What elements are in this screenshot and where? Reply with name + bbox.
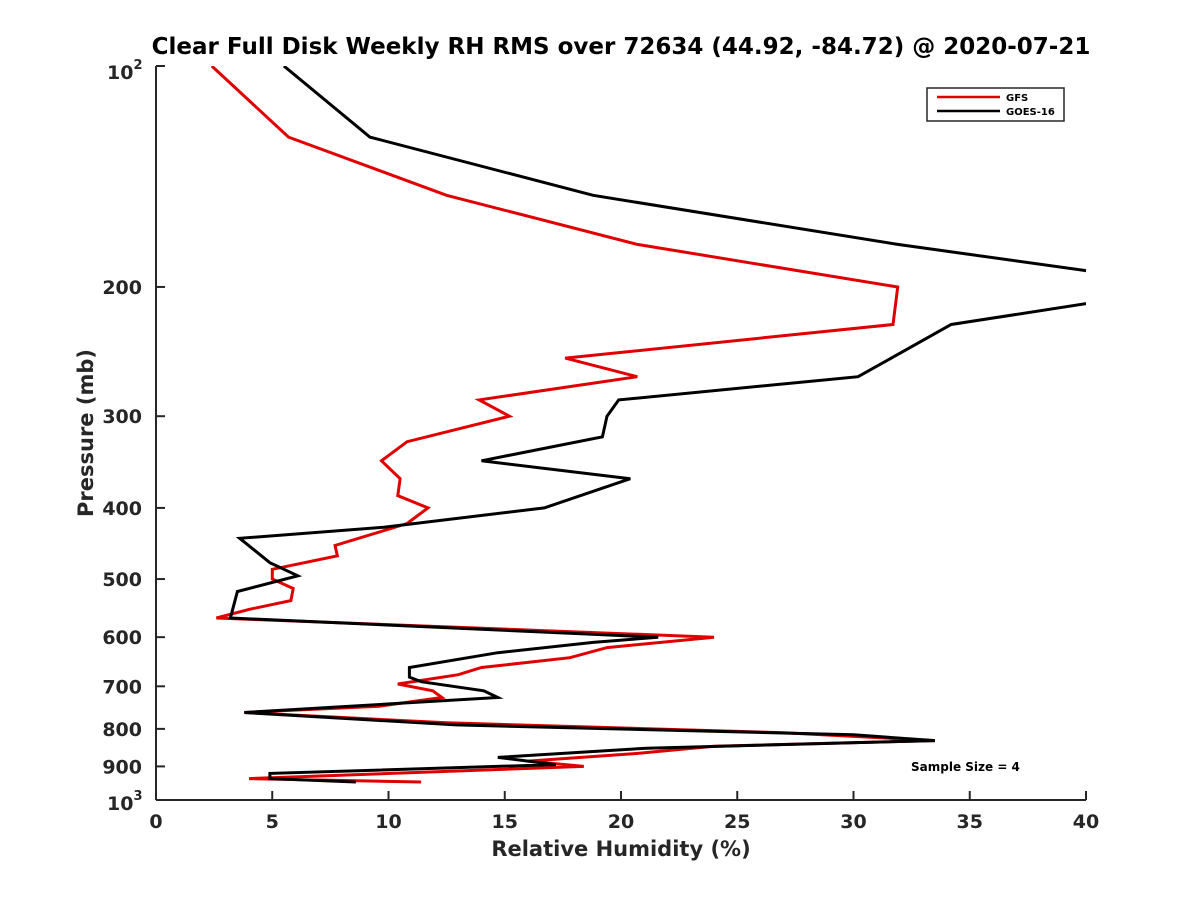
x-tick-label: 40 — [1073, 811, 1099, 833]
sample-size-annotation: Sample Size = 4 — [911, 760, 1020, 774]
y-axis-label: Pressure (mb) — [74, 349, 98, 517]
y-ticks: 200 300 400 500 600 700 800 900 — [102, 277, 165, 778]
y-tick-label-top: 102 — [107, 58, 143, 84]
x-tick-label: 20 — [608, 811, 634, 833]
x-tick-label: 30 — [840, 811, 866, 833]
x-ticks: 0 5 10 15 20 25 30 35 40 — [149, 791, 1099, 833]
y-tick-label-bottom: 103 — [107, 789, 143, 815]
y-tick-label: 800 — [102, 719, 142, 741]
y-bottom-base: 10 — [107, 793, 133, 815]
plot-area — [156, 66, 1086, 800]
series-line-goes16 — [228, 66, 1086, 784]
y-tick-label: 700 — [102, 676, 142, 698]
x-axis-label: Relative Humidity (%) — [491, 837, 750, 861]
x-tick-label: 0 — [149, 811, 162, 833]
legend: GFS GOES-16 — [926, 87, 1065, 122]
x-tick-label: 10 — [375, 811, 401, 833]
y-bottom-exponent: 3 — [133, 789, 142, 804]
y-tick-label: 200 — [102, 277, 142, 299]
legend-box — [926, 87, 1065, 122]
y-tick-label: 300 — [102, 406, 142, 428]
y-top-exponent: 2 — [133, 58, 142, 73]
x-tick-label: 15 — [492, 811, 518, 833]
y-tick-label: 400 — [102, 498, 142, 520]
chart-title: Clear Full Disk Weekly RH RMS over 72634… — [152, 34, 1091, 60]
x-tick-label: 25 — [724, 811, 750, 833]
x-tick-label: 5 — [266, 811, 279, 833]
series-layer — [210, 66, 1086, 784]
y-tick-label: 900 — [102, 756, 142, 778]
y-tick-label: 600 — [102, 627, 142, 649]
legend-label-goes16: GOES-16 — [1006, 107, 1055, 118]
y-tick-label: 500 — [102, 569, 142, 591]
x-tick-label: 35 — [957, 811, 983, 833]
y-top-base: 10 — [107, 62, 133, 84]
legend-label-gfs: GFS — [1006, 93, 1028, 104]
